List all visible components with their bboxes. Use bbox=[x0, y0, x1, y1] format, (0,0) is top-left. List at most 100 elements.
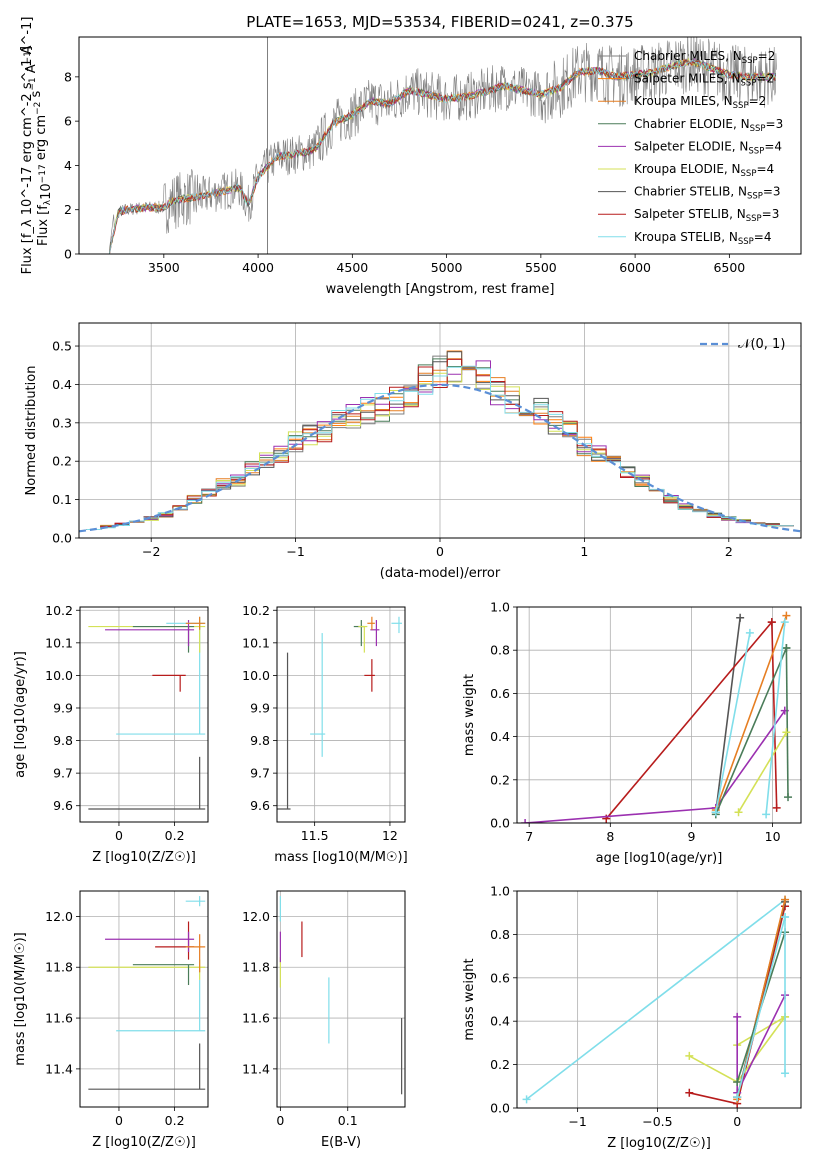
x-tick-label: 0.1 bbox=[338, 1113, 358, 1128]
y-tick-label: 0.4 bbox=[52, 377, 72, 392]
y-tick-label: 1.0 bbox=[490, 884, 510, 899]
weight-marker bbox=[733, 1012, 742, 1021]
weight-series-line bbox=[715, 617, 741, 813]
weight-marker bbox=[685, 1051, 694, 1060]
x-tick-label: 9 bbox=[687, 829, 695, 844]
legend-label: Kroupa ELODIE, NSSP=4 bbox=[634, 162, 774, 179]
y-tick-label: 11.6 bbox=[242, 1011, 270, 1026]
y-tick-label: 10.2 bbox=[45, 603, 73, 618]
weight-marker bbox=[767, 618, 776, 627]
panel-spectrum: 3500 4000 4500 5000 5500 6000 6500 0 2 4 6 8 wavelen… bbox=[19, 17, 802, 297]
weight-marker bbox=[745, 628, 754, 637]
y-axis-label: mass [log10(M/M☉)] bbox=[13, 932, 28, 1065]
weight-marker bbox=[522, 1095, 531, 1104]
legend-label: Salpeter STELIB, NSSP=3 bbox=[634, 207, 779, 224]
y-tick-label: 0 bbox=[64, 247, 72, 262]
x-tick-label: 1 bbox=[580, 544, 588, 559]
y-tick-label: 9.6 bbox=[250, 798, 270, 813]
y-tick-label: 11.6 bbox=[45, 1011, 73, 1026]
y-axis-label: Normed distribution bbox=[24, 366, 39, 496]
y-tick-label: 12.0 bbox=[242, 909, 270, 924]
plot-area bbox=[109, 37, 777, 254]
axes-frame bbox=[79, 606, 209, 823]
axes-frame bbox=[78, 36, 802, 255]
y-tick-label: 6 bbox=[64, 114, 72, 129]
y-tick-label: 10.2 bbox=[242, 603, 270, 618]
y-tick-label: 9.9 bbox=[250, 700, 270, 715]
weight-marker bbox=[521, 819, 530, 823]
y-axis-label: Flux [fλ10−17 erg cm−2 s−1 A−1] bbox=[19, 46, 54, 246]
y-tick-label: 9.9 bbox=[53, 700, 73, 715]
y-tick-label: 0.0 bbox=[52, 531, 72, 546]
y-tick-label: 0.5 bbox=[52, 339, 72, 354]
x-tick-label: 0.2 bbox=[165, 1113, 185, 1128]
y-tick-label: 0.4 bbox=[490, 729, 510, 744]
x-axis-label: Z [log10(Z/Z☉)] bbox=[92, 1135, 196, 1150]
weight-marker bbox=[781, 895, 790, 904]
x-tick-label: 0 bbox=[276, 1113, 284, 1128]
axes-frame bbox=[516, 890, 802, 1109]
panel-age_vs_mass: 11.5 12 9.6 9.7 9.8 9.9 10.0 10.1 10.2 mass [log1… bbox=[242, 603, 408, 865]
x-axis-label: wavelength [Angstrom, rest frame] bbox=[326, 282, 555, 297]
weight-marker bbox=[784, 793, 793, 802]
y-tick-label: 10.0 bbox=[242, 668, 270, 683]
y-tick-label: 0.0 bbox=[490, 1101, 510, 1116]
panel-mass_vs_ebv: 0 0.1 11.4 11.6 11.8 12.0 E(B-V) bbox=[242, 890, 406, 1150]
weight-marker bbox=[733, 1093, 742, 1102]
y-tick-label: 9.7 bbox=[250, 766, 270, 781]
panel-mass_vs_Z: 0 0.2 11.4 11.6 11.8 12.0 Z [log10(Z/Z☉)] mass … bbox=[13, 890, 209, 1150]
x-tick-label: 6500 bbox=[713, 260, 745, 275]
x-tick-label: −0.5 bbox=[642, 1114, 672, 1129]
weight-series-line bbox=[715, 632, 751, 813]
y-tick-label: 0.0 bbox=[490, 816, 510, 831]
y-axis-label: mass weight bbox=[462, 958, 477, 1040]
panel-residuals: −2 −1 0 1 2 0.0 0.1 0.2 0.3 0.4 0.5 (data-model)/er… bbox=[24, 322, 802, 581]
plot-area bbox=[79, 323, 801, 538]
axes-frame bbox=[516, 606, 802, 824]
y-tick-label: 9.8 bbox=[53, 733, 73, 748]
legend-label: Kroupa MILES, NSSP=2 bbox=[634, 94, 766, 111]
y-tick-label: 10.0 bbox=[45, 668, 73, 683]
weight-marker bbox=[762, 810, 771, 819]
plot-area bbox=[517, 891, 801, 1108]
x-tick-label: 0.2 bbox=[165, 828, 185, 843]
model-fit-line bbox=[109, 59, 777, 254]
axes-frame bbox=[78, 322, 802, 539]
residual-histogram bbox=[86, 365, 794, 530]
residual-histogram bbox=[86, 360, 794, 530]
weight-series-line bbox=[785, 647, 789, 798]
residual-histogram bbox=[86, 358, 794, 530]
weight-marker bbox=[772, 803, 781, 812]
y-tick-label: 0.3 bbox=[52, 415, 72, 430]
y-tick-label: 0.2 bbox=[490, 772, 510, 787]
x-tick-label: 3500 bbox=[148, 260, 180, 275]
y-tick-label: 0.8 bbox=[490, 927, 510, 942]
plot-area bbox=[277, 607, 405, 822]
weight-marker bbox=[781, 913, 790, 922]
x-tick-label: 4500 bbox=[336, 260, 368, 275]
x-axis-label: Z [log10(Z/Z☉)] bbox=[607, 1136, 711, 1151]
x-tick-label: 10 bbox=[765, 829, 781, 844]
figure-title: PLATE=1653, MJD=53534, FIBERID=0241, z=0… bbox=[246, 13, 633, 31]
x-axis-label: age [log10(age/yr)] bbox=[596, 851, 723, 866]
weight-series-line bbox=[736, 916, 786, 1098]
x-tick-label: −2 bbox=[142, 544, 160, 559]
x-tick-label: 6000 bbox=[619, 260, 651, 275]
y-tick-label: 9.6 bbox=[53, 798, 73, 813]
x-tick-label: 5500 bbox=[525, 260, 557, 275]
legend-label: Chabrier STELIB, NSSP=3 bbox=[634, 185, 781, 202]
y-tick-label: 9.7 bbox=[53, 766, 73, 781]
weight-marker bbox=[733, 1077, 742, 1086]
weight-series-line bbox=[737, 731, 788, 813]
y-tick-label: 10.1 bbox=[242, 635, 270, 650]
weight-series-line bbox=[715, 647, 788, 815]
x-tick-label: 5000 bbox=[431, 260, 463, 275]
plot-area bbox=[80, 891, 208, 1107]
legend-label: Kroupa STELIB, NSSP=4 bbox=[634, 230, 772, 247]
y-tick-label: 0.2 bbox=[52, 454, 72, 469]
weight-marker bbox=[782, 611, 791, 620]
x-tick-label: 0 bbox=[115, 1113, 123, 1128]
legend-label: 𝒩(0, 1) bbox=[738, 337, 785, 352]
plot-area bbox=[277, 891, 405, 1107]
